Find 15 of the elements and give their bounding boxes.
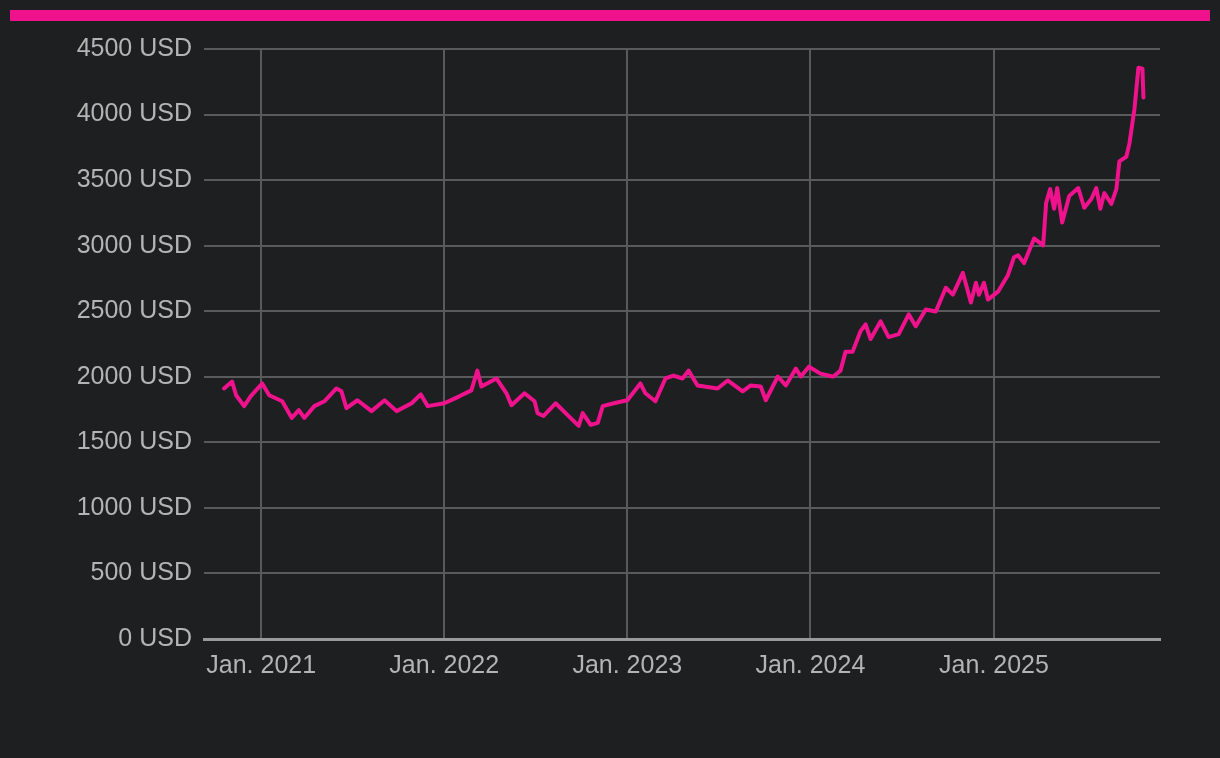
y-tick-label: 4500 USD [76, 32, 192, 61]
y-tick-label: 1000 USD [76, 491, 192, 520]
y-tick-label: 3500 USD [76, 164, 192, 192]
y-tick-label: 1500 USD [76, 426, 192, 455]
y-tick-label: 500 USD [90, 557, 192, 586]
x-tick-label: Jan. 2024 [755, 649, 866, 678]
y-tick-label: 3000 USD [76, 229, 192, 258]
x-tick-label: Jan. 2022 [389, 649, 500, 678]
y-tick-label: 4000 USD [76, 98, 192, 127]
y-tick-label: 2500 USD [76, 295, 192, 324]
x-tick-label: Jan. 2023 [572, 649, 683, 678]
x-tick-label: Jan. 2021 [206, 649, 317, 678]
y-tick-label: 0 USD [118, 622, 192, 651]
y-tick-label: 2000 USD [76, 360, 192, 389]
x-tick-label: Jan. 2025 [939, 649, 1049, 678]
